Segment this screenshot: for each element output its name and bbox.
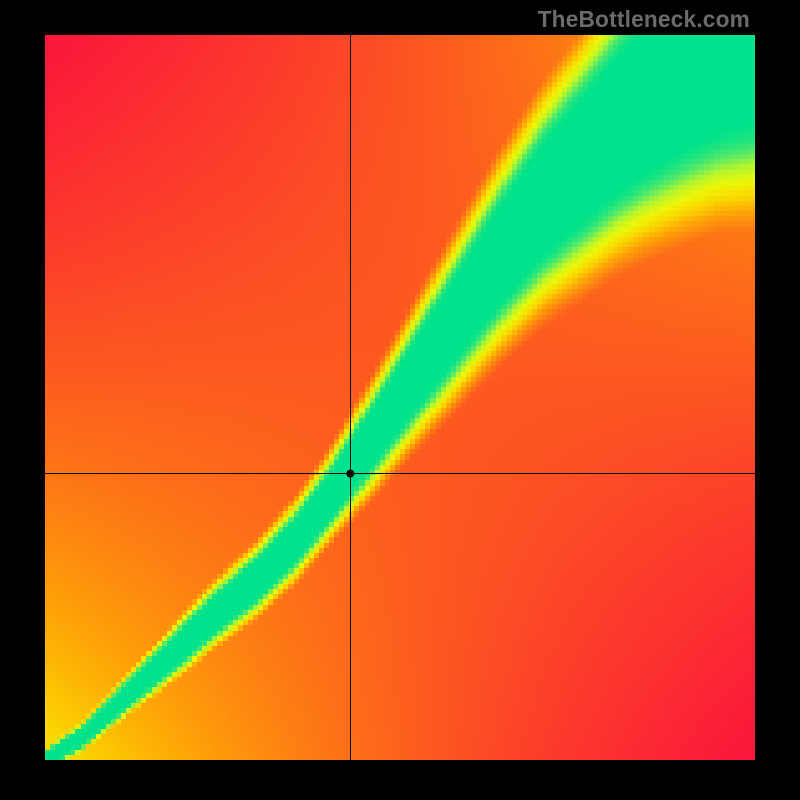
- stage: TheBottleneck.com: [0, 0, 800, 800]
- bottleneck-heatmap: [0, 0, 800, 800]
